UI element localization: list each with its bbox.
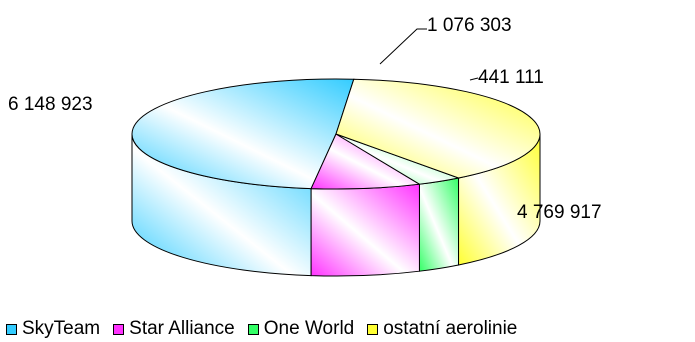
legend-swatch — [367, 323, 379, 335]
legend-swatch — [247, 323, 259, 335]
leader-line — [379, 28, 427, 65]
pie-side-star-alliance — [310, 183, 420, 277]
legend: SkyTeam Star Alliance One World ostatní … — [6, 318, 530, 340]
data-label: 4 769 917 — [517, 202, 602, 223]
legend-label: Star Alliance — [129, 318, 235, 339]
pie-slice-ostatní-aerolinie — [335, 78, 541, 179]
legend-item-skyteam: SkyTeam — [6, 318, 100, 340]
leader-lines — [379, 28, 479, 81]
pie-sides — [131, 133, 541, 277]
legend-label: SkyTeam — [22, 318, 101, 339]
leader-line — [469, 77, 479, 81]
data-label: 6 148 923 — [8, 94, 93, 115]
legend-label: One World — [263, 318, 355, 339]
legend-item-star-alliance: Star Alliance — [113, 318, 235, 340]
legend-label: ostatní aerolinie — [383, 318, 518, 339]
legend-item-one-world: One World — [247, 318, 355, 340]
pie-side-one-world — [418, 177, 460, 272]
legend-swatch — [6, 323, 17, 335]
data-label: 441 111 — [478, 67, 544, 88]
legend-swatch — [113, 323, 125, 335]
legend-item-ostatni-aerolinie: ostatní aerolinie — [367, 318, 517, 340]
pie-slice-star-alliance — [310, 133, 421, 190]
data-labels: 6 148 923 1 076 303 441 111 4 769 917 — [8, 15, 602, 223]
pie-slice-skyteam — [131, 78, 355, 190]
pie-slices — [131, 78, 541, 190]
data-label: 1 076 303 — [427, 15, 512, 36]
